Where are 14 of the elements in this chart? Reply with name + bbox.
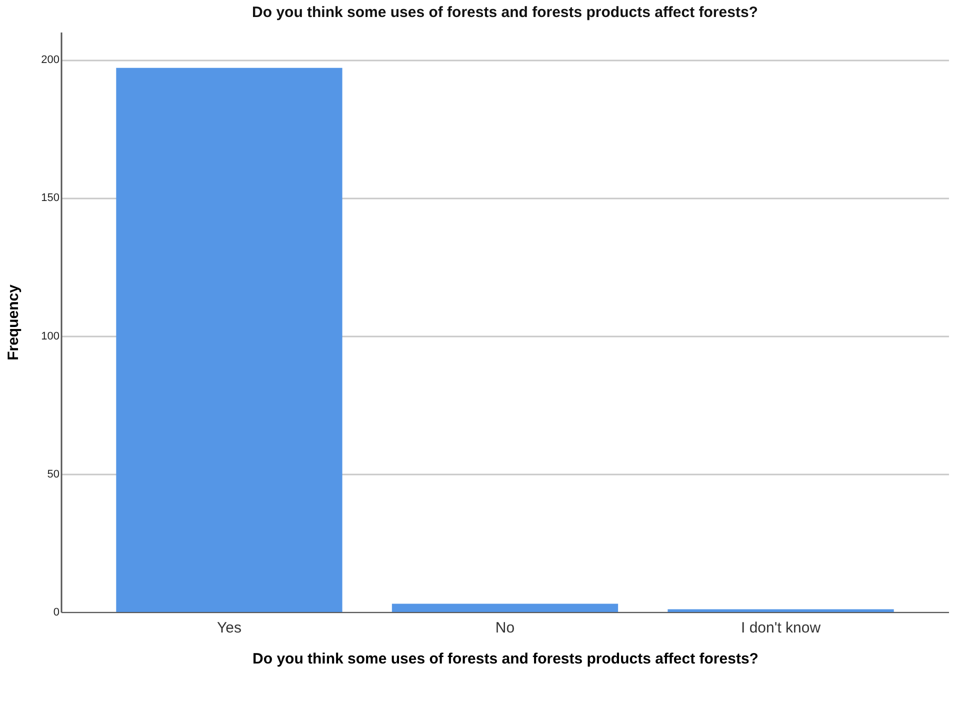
y-tick-label: 150 [41, 192, 60, 204]
x-axis-title: Do you think some uses of forests and forests products affect forests? [252, 650, 758, 668]
y-tick-label: 0 [53, 606, 60, 618]
x-tick-label: No [495, 620, 515, 636]
y-axis-title: Frequency [5, 284, 22, 360]
y-tick-label: 100 [41, 330, 60, 342]
bar [668, 609, 894, 612]
y-tick-label: 50 [47, 468, 60, 480]
x-tick-label: I don't know [740, 620, 821, 636]
x-tick-label: Yes [216, 620, 242, 636]
bar [392, 604, 618, 612]
chart-title: Do you think some uses of forests and forests products affect forests? [252, 4, 758, 21]
y-tick-label: 200 [41, 54, 60, 66]
bar [116, 68, 342, 612]
